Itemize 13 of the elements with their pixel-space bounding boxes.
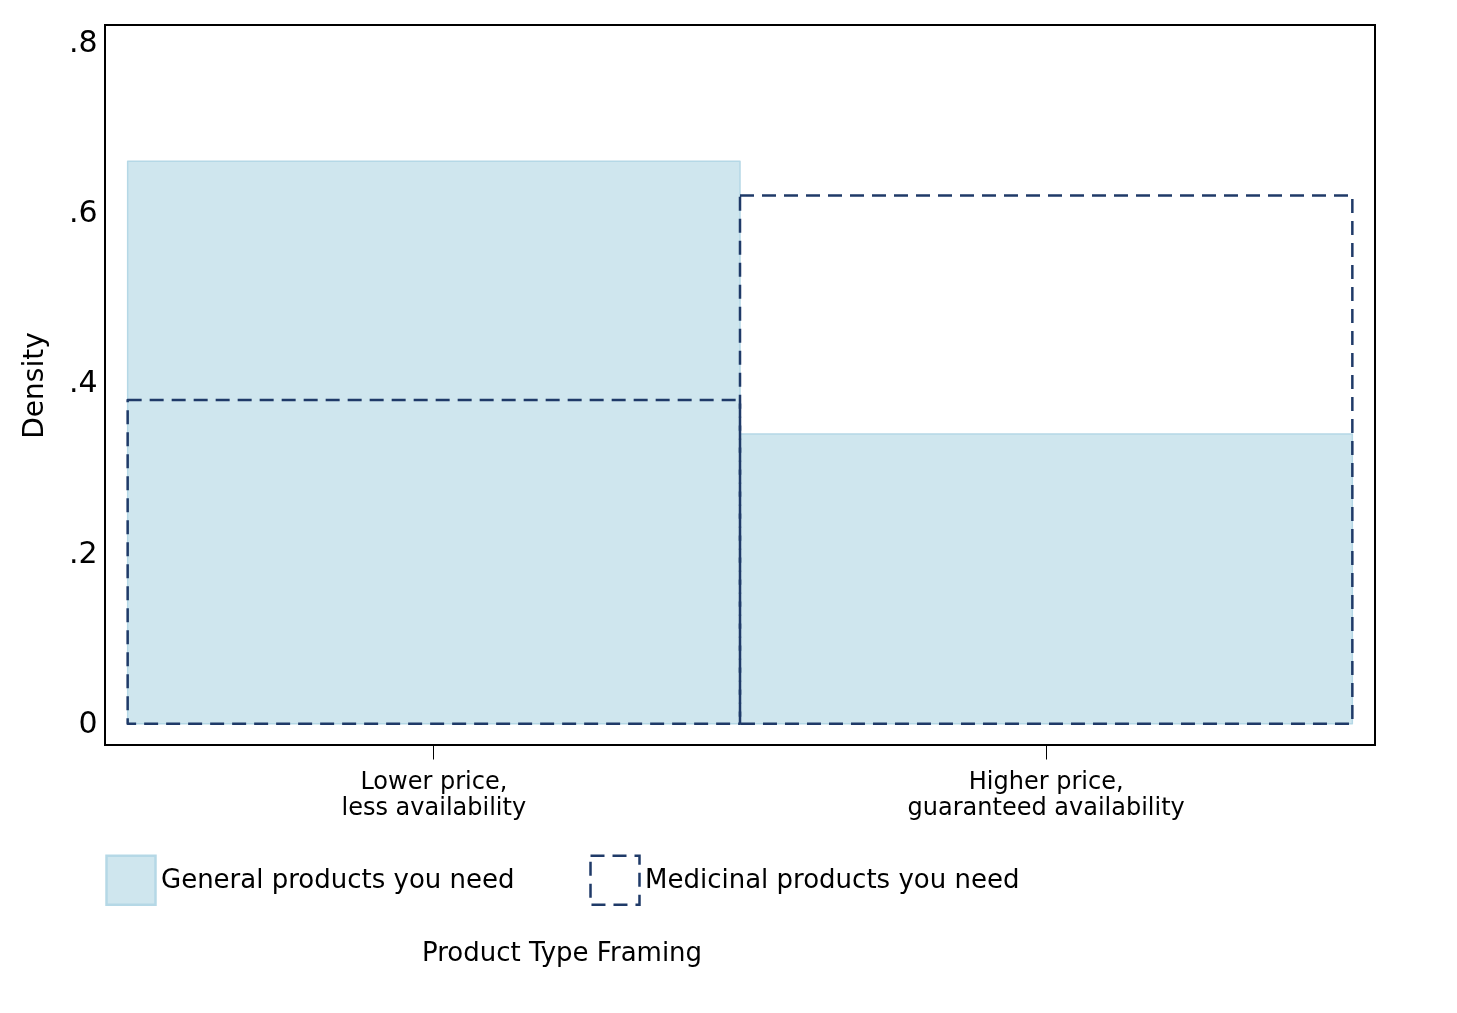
legend-title: Product Type Framing xyxy=(421,937,703,967)
y-tick-label: 0 xyxy=(78,705,98,741)
y-tick-label: .4 xyxy=(68,364,98,400)
bar xyxy=(739,433,1354,725)
legend-label: General products you need xyxy=(161,864,515,895)
bar xyxy=(126,160,741,725)
x-tick-label: Higher price, guaranteed availability xyxy=(907,766,1185,821)
legend-label: Medicinal products you need xyxy=(645,864,1020,895)
x-tick-label: Lower price, less availability xyxy=(341,766,527,821)
y-tick-label: .8 xyxy=(68,23,98,59)
y-tick-label: .2 xyxy=(68,534,98,570)
y-tick-label: .6 xyxy=(68,193,98,229)
y-axis-title: Density xyxy=(16,332,50,439)
